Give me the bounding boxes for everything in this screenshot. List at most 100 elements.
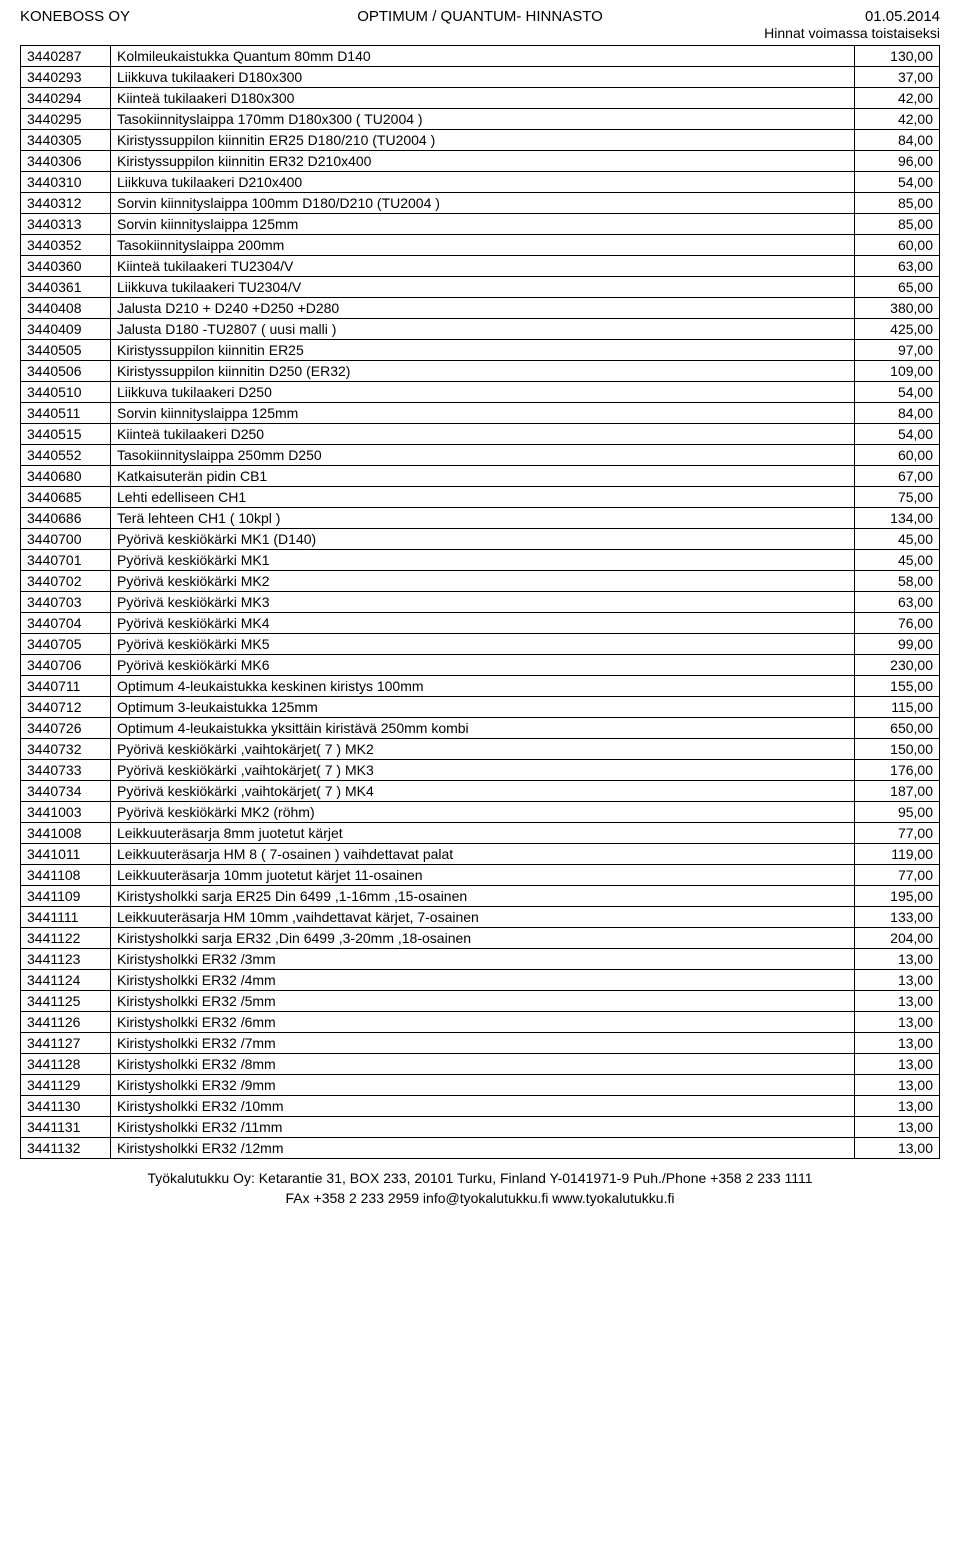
cell-description: Pyörivä keskiökärki MK2 (röhm): [111, 802, 855, 823]
cell-description: Tasokiinnityslaippa 250mm D250: [111, 445, 855, 466]
cell-code: 3440408: [21, 298, 111, 319]
cell-price: 115,00: [855, 697, 940, 718]
cell-description: Optimum 4-leukaistukka keskinen kiristys…: [111, 676, 855, 697]
cell-description: Leikkuuteräsarja HM 8 ( 7-osainen ) vaih…: [111, 844, 855, 865]
cell-code: 3441003: [21, 802, 111, 823]
cell-code: 3440310: [21, 172, 111, 193]
cell-code: 3441109: [21, 886, 111, 907]
table-row: 3441125Kiristysholkki ER32 /5mm13,00: [21, 991, 940, 1012]
cell-description: Pyörivä keskiökärki MK3: [111, 592, 855, 613]
cell-code: 3440726: [21, 718, 111, 739]
table-row: 3441131Kiristysholkki ER32 /11mm13,00: [21, 1117, 940, 1138]
cell-code: 3440293: [21, 67, 111, 88]
cell-description: Leikkuuteräsarja 8mm juotetut kärjet: [111, 823, 855, 844]
cell-code: 3440552: [21, 445, 111, 466]
cell-description: Liikkuva tukilaakeri D210x400: [111, 172, 855, 193]
cell-price: 133,00: [855, 907, 940, 928]
cell-price: 134,00: [855, 508, 940, 529]
cell-description: Jalusta D210 + D240 +D250 +D280: [111, 298, 855, 319]
cell-price: 13,00: [855, 1054, 940, 1075]
table-row: 3441127Kiristysholkki ER32 /7mm13,00: [21, 1033, 940, 1054]
cell-price: 13,00: [855, 1096, 940, 1117]
cell-description: Pyörivä keskiökärki ,vaihtokärjet( 7 ) M…: [111, 739, 855, 760]
table-row: 3440515Kiinteä tukilaakeri D25054,00: [21, 424, 940, 445]
cell-code: 3440295: [21, 109, 111, 130]
table-row: 3440706Pyörivä keskiökärki MK6230,00: [21, 655, 940, 676]
table-row: 3440552Tasokiinnityslaippa 250mm D25060,…: [21, 445, 940, 466]
cell-description: Terä lehteen CH1 ( 10kpl ): [111, 508, 855, 529]
cell-price: 84,00: [855, 130, 940, 151]
cell-description: Kiristysholkki ER32 /7mm: [111, 1033, 855, 1054]
cell-price: 380,00: [855, 298, 940, 319]
table-row: 3440700Pyörivä keskiökärki MK1 (D140)45,…: [21, 529, 940, 550]
cell-price: 77,00: [855, 865, 940, 886]
cell-price: 58,00: [855, 571, 940, 592]
table-row: 3441124Kiristysholkki ER32 /4mm13,00: [21, 970, 940, 991]
cell-description: Kolmileukaistukka Quantum 80mm D140: [111, 46, 855, 67]
table-row: 3440680Katkaisuterän pidin CB167,00: [21, 466, 940, 487]
cell-description: Kiristysholkki ER32 /4mm: [111, 970, 855, 991]
cell-code: 3441008: [21, 823, 111, 844]
cell-price: 176,00: [855, 760, 940, 781]
cell-description: Pyörivä keskiökärki MK2: [111, 571, 855, 592]
cell-code: 3440510: [21, 382, 111, 403]
cell-code: 3441125: [21, 991, 111, 1012]
cell-code: 3440352: [21, 235, 111, 256]
cell-description: Pyörivä keskiökärki MK1: [111, 550, 855, 571]
header-right: 01.05.2014 Hinnat voimassa toistaiseksi: [633, 8, 940, 41]
cell-code: 3440515: [21, 424, 111, 445]
cell-price: 65,00: [855, 277, 940, 298]
cell-description: Tasokiinnityslaippa 200mm: [111, 235, 855, 256]
table-row: 3441126Kiristysholkki ER32 /6mm13,00: [21, 1012, 940, 1033]
cell-description: Sorvin kiinnityslaippa 100mm D180/D210 (…: [111, 193, 855, 214]
cell-code: 3441108: [21, 865, 111, 886]
cell-code: 3440700: [21, 529, 111, 550]
cell-price: 60,00: [855, 235, 940, 256]
table-row: 3440310Liikkuva tukilaakeri D210x40054,0…: [21, 172, 940, 193]
cell-description: Sorvin kiinnityslaippa 125mm: [111, 214, 855, 235]
cell-code: 3441124: [21, 970, 111, 991]
table-row: 3440505Kiristyssuppilon kiinnitin ER2597…: [21, 340, 940, 361]
cell-description: Kiristysholkki sarja ER32 ,Din 6499 ,3-2…: [111, 928, 855, 949]
cell-code: 3440704: [21, 613, 111, 634]
cell-price: 54,00: [855, 382, 940, 403]
cell-price: 63,00: [855, 592, 940, 613]
table-row: 3440352Tasokiinnityslaippa 200mm60,00: [21, 235, 940, 256]
table-row: 3440360Kiinteä tukilaakeri TU2304/V63,00: [21, 256, 940, 277]
cell-code: 3440732: [21, 739, 111, 760]
table-row: 3441130Kiristysholkki ER32 /10mm13,00: [21, 1096, 940, 1117]
cell-description: Pyörivä keskiökärki MK4: [111, 613, 855, 634]
cell-description: Kiristysholkki ER32 /9mm: [111, 1075, 855, 1096]
cell-code: 3440702: [21, 571, 111, 592]
cell-code: 3441132: [21, 1138, 111, 1159]
cell-price: 77,00: [855, 823, 940, 844]
table-row: 3440287Kolmileukaistukka Quantum 80mm D1…: [21, 46, 940, 67]
cell-code: 3440360: [21, 256, 111, 277]
cell-description: Kiristysholkki ER32 /5mm: [111, 991, 855, 1012]
cell-code: 3440686: [21, 508, 111, 529]
table-row: 3440734Pyörivä keskiökärki ,vaihtokärjet…: [21, 781, 940, 802]
cell-price: 84,00: [855, 403, 940, 424]
page-footer: Työkalutukku Oy: Ketarantie 31, BOX 233,…: [0, 1159, 960, 1216]
table-row: 3441108Leikkuuteräsarja 10mm juotetut kä…: [21, 865, 940, 886]
table-row: 3441128Kiristysholkki ER32 /8mm13,00: [21, 1054, 940, 1075]
table-row: 3440293Liikkuva tukilaakeri D180x30037,0…: [21, 67, 940, 88]
header-validity: Hinnat voimassa toistaiseksi: [633, 25, 940, 41]
cell-code: 3440706: [21, 655, 111, 676]
table-row: 3441111Leikkuuteräsarja HM 10mm ,vaihdet…: [21, 907, 940, 928]
cell-description: Pyörivä keskiökärki MK5: [111, 634, 855, 655]
table-row: 3441011Leikkuuteräsarja HM 8 ( 7-osainen…: [21, 844, 940, 865]
table-row: 3441003Pyörivä keskiökärki MK2 (röhm)95,…: [21, 802, 940, 823]
cell-code: 3440511: [21, 403, 111, 424]
header-title: OPTIMUM / QUANTUM- HINNASTO: [327, 8, 634, 25]
cell-price: 45,00: [855, 529, 940, 550]
table-row: 3440705Pyörivä keskiökärki MK599,00: [21, 634, 940, 655]
cell-description: Pyörivä keskiökärki ,vaihtokärjet( 7 ) M…: [111, 760, 855, 781]
page-header: KONEBOSS OY OPTIMUM / QUANTUM- HINNASTO …: [0, 0, 960, 45]
table-row: 3440511Sorvin kiinnityslaippa 125mm84,00: [21, 403, 940, 424]
cell-price: 13,00: [855, 970, 940, 991]
table-row: 3440726Optimum 4-leukaistukka yksittäin …: [21, 718, 940, 739]
table-row: 3441008Leikkuuteräsarja 8mm juotetut kär…: [21, 823, 940, 844]
cell-code: 3441111: [21, 907, 111, 928]
table-row: 3441109Kiristysholkki sarja ER25 Din 649…: [21, 886, 940, 907]
